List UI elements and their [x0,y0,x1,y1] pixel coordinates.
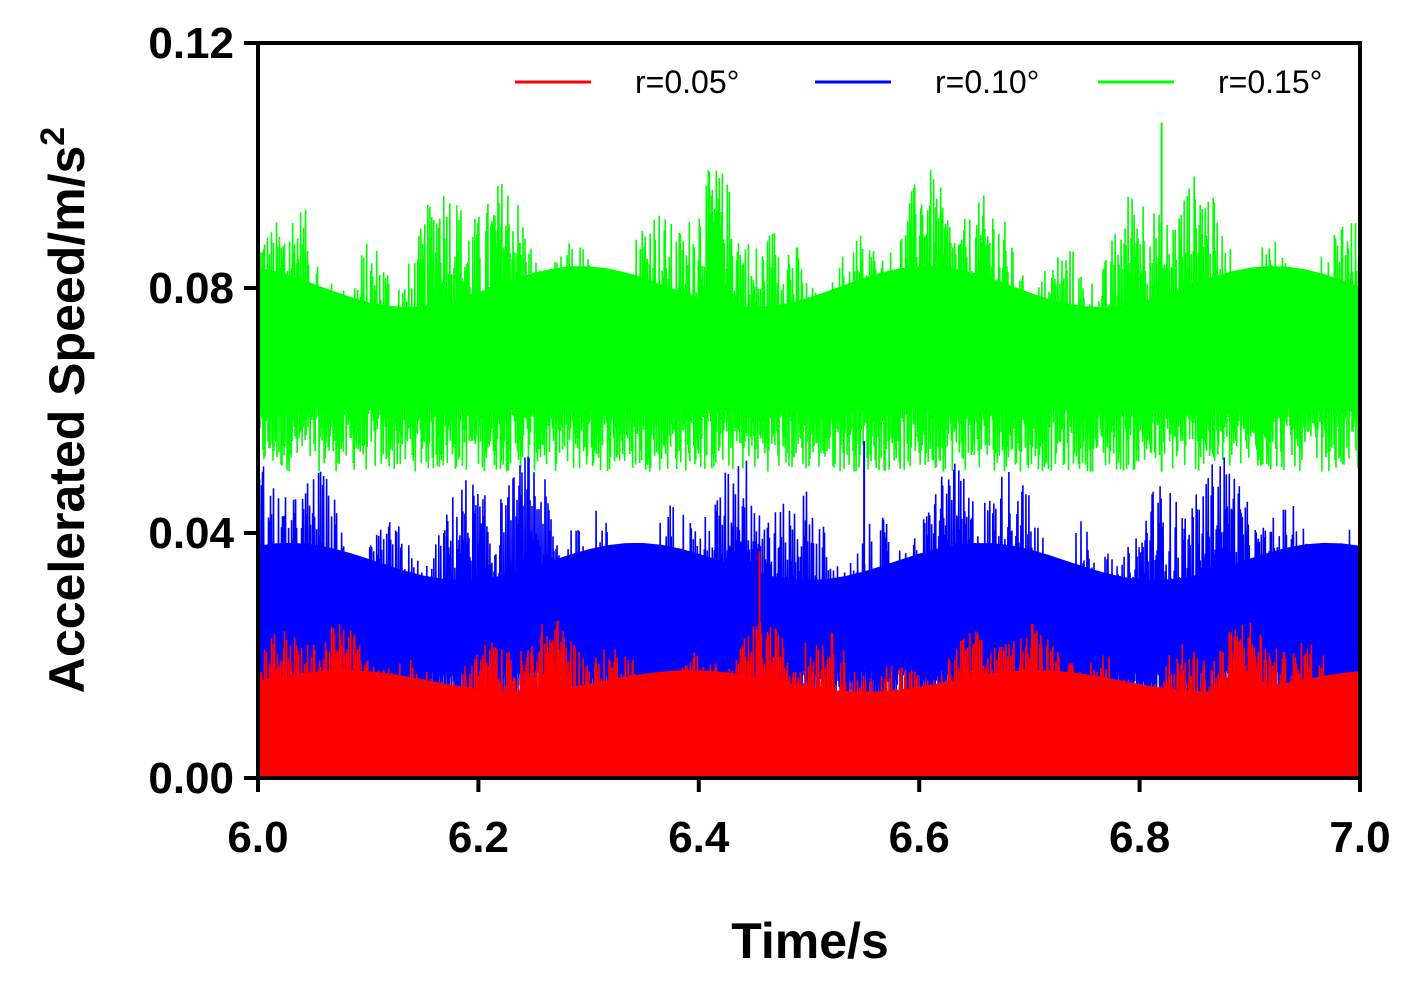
y-tick-label: 0.12 [148,19,234,68]
x-tick-label: 6.4 [668,813,730,862]
plot-area [257,122,1362,779]
ticks: 6.0 6.2 6.4 6.6 6.8 7.0 0.00 0.04 0.08 0.12 [148,19,1390,862]
legend: r=0.05° r=0.10° r=0.15° [515,64,1322,100]
series-band-1 [258,542,1360,671]
x-tick-label: 6.8 [1109,813,1170,862]
y-tick-label: 0.00 [148,754,234,803]
legend-label: r=0.15° [1218,64,1322,100]
series-band-0 [258,670,1360,778]
x-tick-label: 6.0 [227,813,288,862]
y-tick-label: 0.04 [148,509,234,558]
y-axis-title-main: Accelerated Speed/m/s [39,146,95,694]
x-tick-label: 6.2 [448,813,509,862]
x-tick-label: 6.6 [889,813,950,862]
y-axis-title-superscript: 2 [34,127,72,146]
x-axis-title: Time/s [731,913,889,969]
y-axis-title: Accelerated Speed/m/s2 [34,127,95,693]
series-band-2 [258,266,1360,408]
plot-frame [256,41,1362,780]
x-tick-label: 7.0 [1329,813,1390,862]
legend-label: r=0.10° [935,64,1039,100]
axes [256,41,1362,780]
y-tick-label: 0.08 [148,264,234,313]
legend-label: r=0.05° [635,64,739,100]
